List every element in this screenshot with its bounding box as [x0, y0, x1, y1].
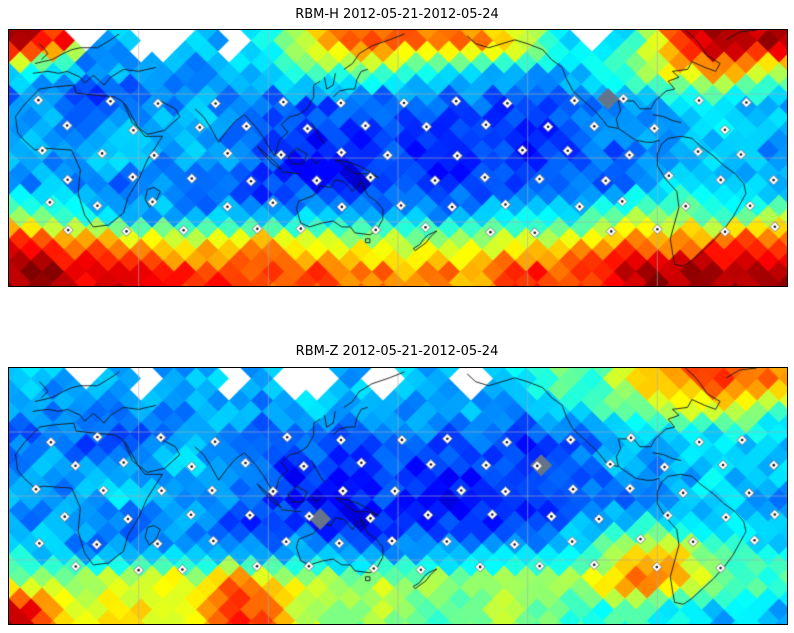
panel-title-rbm-z: RBM-Z 2012-05-21-2012-05-24 [295, 344, 499, 359]
rbm-h-map [8, 29, 788, 287]
rbm-z-map [8, 367, 788, 625]
panel-title-rbm-h: RBM-H 2012-05-21-2012-05-24 [295, 7, 499, 22]
